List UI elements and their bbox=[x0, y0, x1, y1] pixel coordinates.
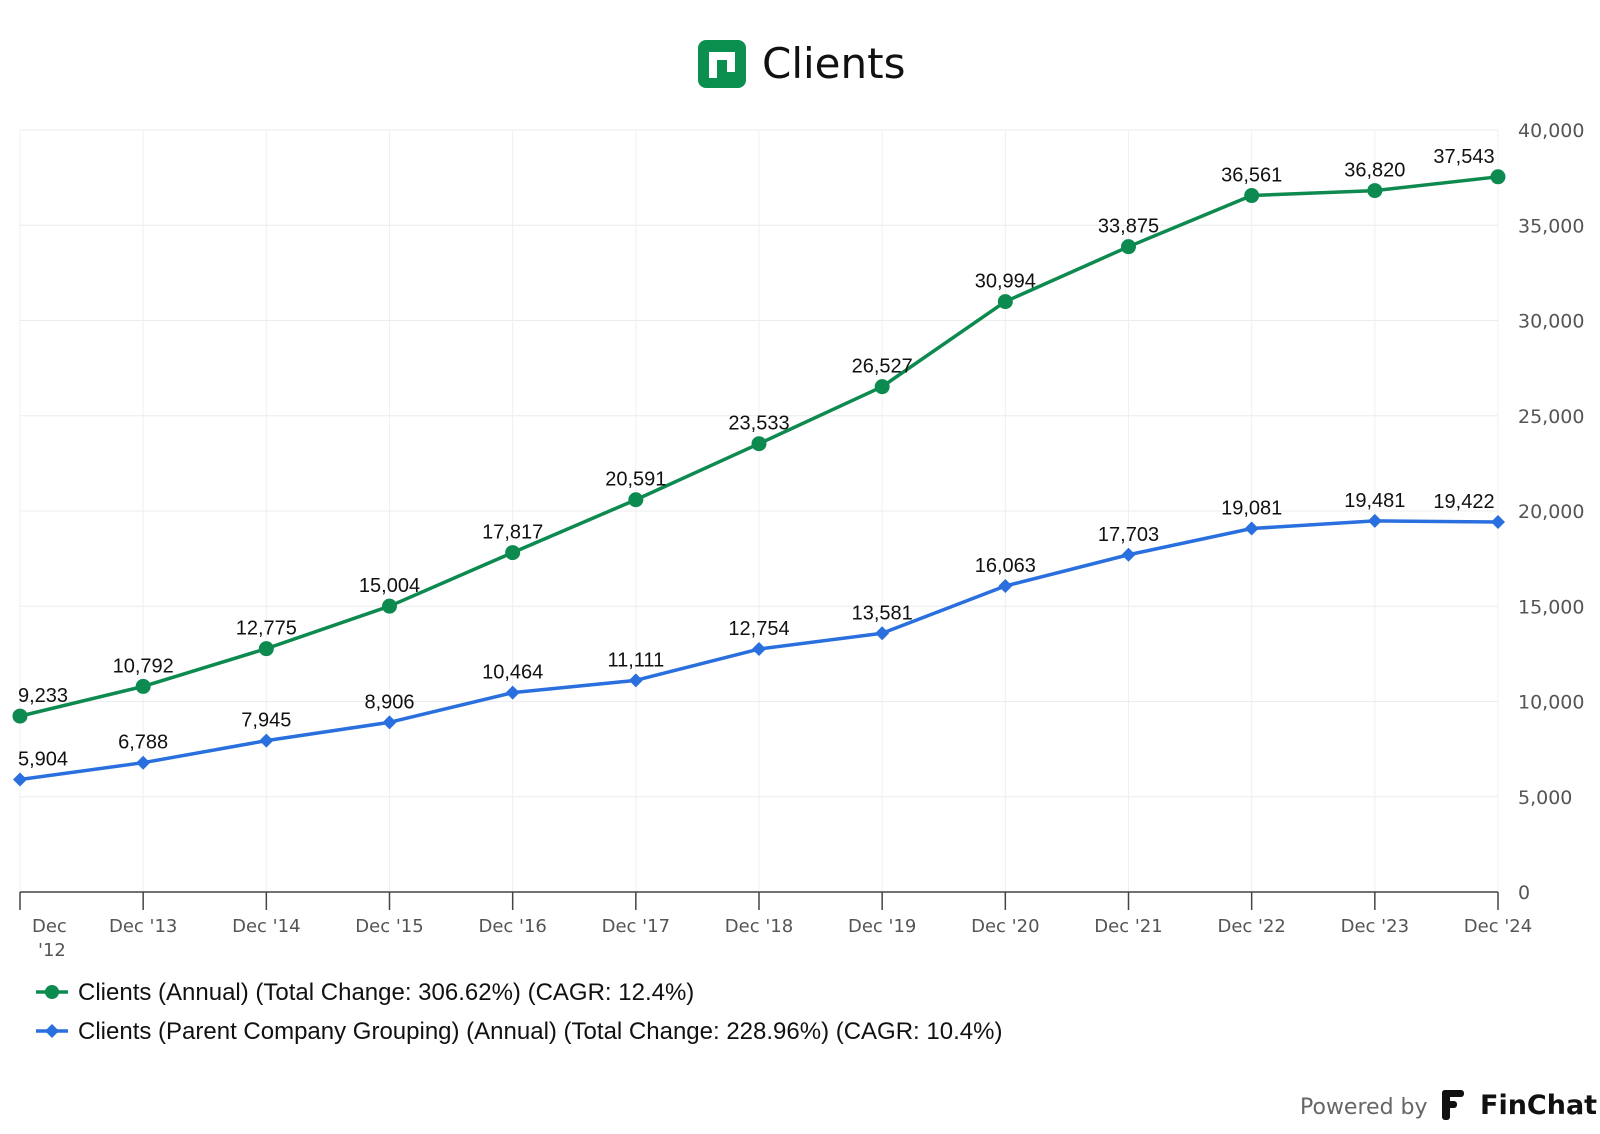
data-label: 12,754 bbox=[728, 618, 789, 640]
x-tick-label: Dec '13 bbox=[109, 916, 177, 937]
y-tick-label: 20,000 bbox=[1518, 501, 1584, 523]
data-point-diamond[interactable] bbox=[1491, 515, 1505, 530]
x-tick-label: Dec '20 bbox=[971, 916, 1039, 937]
powered-by-label: Powered by bbox=[1300, 1095, 1428, 1120]
data-point-diamond[interactable] bbox=[136, 755, 151, 770]
y-tick-label: 10,000 bbox=[1518, 692, 1584, 714]
data-point-circle[interactable] bbox=[997, 294, 1013, 310]
data-label: 8,906 bbox=[364, 691, 414, 713]
y-tick-label: 5,000 bbox=[1518, 787, 1572, 809]
x-tick-label: Dec '22 bbox=[1217, 916, 1285, 937]
chart-header: Clients bbox=[698, 39, 905, 88]
data-label: 10,792 bbox=[113, 655, 174, 677]
series-group bbox=[12, 169, 1506, 787]
data-label: 11,111 bbox=[607, 649, 664, 671]
data-point-diamond[interactable] bbox=[259, 733, 274, 748]
data-point-diamond[interactable] bbox=[1244, 521, 1259, 536]
data-label: 23,533 bbox=[728, 413, 789, 435]
data-point-diamond[interactable] bbox=[1367, 513, 1382, 528]
x-tick-label: Dec '18 bbox=[725, 916, 793, 937]
data-point-diamond[interactable] bbox=[505, 685, 520, 700]
data-point-diamond[interactable] bbox=[752, 642, 766, 657]
data-point-circle[interactable] bbox=[135, 678, 151, 694]
finchat-logo-icon bbox=[1442, 1090, 1464, 1120]
data-label: 6,788 bbox=[118, 732, 168, 754]
y-axis: 0 5,000 10,000 15,000 20,000 25,000 30,000 35,0… bbox=[1518, 120, 1584, 904]
data-point-diamond[interactable] bbox=[382, 715, 397, 730]
data-label: 19,481 bbox=[1344, 490, 1405, 512]
data-label: 10,464 bbox=[482, 662, 543, 684]
data-label: 19,081 bbox=[1221, 498, 1282, 520]
data-label: 30,994 bbox=[975, 271, 1036, 293]
legend-label-parent-grouping: Clients (Parent Company Grouping) (Annua… bbox=[78, 1018, 1002, 1045]
data-point-circle[interactable] bbox=[1244, 188, 1260, 204]
data-point-circle[interactable] bbox=[258, 641, 274, 657]
data-label: 17,703 bbox=[1098, 524, 1159, 546]
legend-item-parent-grouping[interactable]: Clients (Parent Company Grouping) (Annua… bbox=[36, 1018, 1002, 1045]
data-label: 12,775 bbox=[236, 618, 297, 640]
data-point-circle[interactable] bbox=[382, 598, 397, 614]
data-labels: 9,233 10,792 12,775 15,004 17,817 20,591 23,53… bbox=[18, 146, 1495, 771]
x-axis: Dec '12 Dec '13 Dec '14 Dec '15 Dec '16 Dec '1… bbox=[19, 891, 1532, 961]
company-logo-icon bbox=[698, 40, 746, 88]
data-label: 15,004 bbox=[359, 575, 420, 597]
data-label: 7,945 bbox=[241, 710, 291, 732]
data-label: 37,543 bbox=[1433, 146, 1494, 168]
data-point-circle[interactable] bbox=[874, 379, 890, 395]
y-tick-label: 40,000 bbox=[1518, 120, 1584, 142]
data-point-diamond[interactable] bbox=[875, 626, 890, 641]
x-tick-label: Dec '23 bbox=[1341, 916, 1409, 937]
data-label: 20,591 bbox=[605, 469, 666, 491]
data-label: 36,820 bbox=[1344, 160, 1405, 182]
legend-item-annual[interactable]: Clients (Annual) (Total Change: 306.62%)… bbox=[36, 979, 694, 1006]
chart-title: Clients bbox=[762, 39, 905, 88]
x-tick-label: Dec '19 bbox=[848, 916, 916, 937]
y-tick-label: 35,000 bbox=[1518, 215, 1584, 237]
x-tick-label: Dec '17 bbox=[602, 916, 670, 937]
finchat-brand-name: FinChat bbox=[1480, 1090, 1597, 1121]
x-tick-label: Dec '14 bbox=[232, 916, 300, 937]
data-label: 13,581 bbox=[852, 602, 913, 624]
data-label: 5,904 bbox=[18, 749, 68, 771]
y-tick-label: 15,000 bbox=[1518, 596, 1584, 618]
x-tick-label: Dec '15 bbox=[355, 916, 423, 937]
data-point-diamond[interactable] bbox=[628, 673, 643, 688]
data-point-circle[interactable] bbox=[1367, 183, 1383, 199]
data-point-circle[interactable] bbox=[505, 545, 521, 561]
data-label: 26,527 bbox=[852, 356, 913, 378]
data-point-diamond[interactable] bbox=[998, 578, 1013, 593]
legend-label-annual: Clients (Annual) (Total Change: 306.62%)… bbox=[78, 979, 694, 1006]
legend-swatch-diamond-icon bbox=[45, 1024, 59, 1038]
data-label: 36,561 bbox=[1221, 165, 1282, 187]
data-label: 17,817 bbox=[482, 522, 543, 544]
legend-swatch-circle-icon bbox=[45, 985, 59, 999]
data-point-circle[interactable] bbox=[1121, 239, 1136, 255]
y-tick-label: 0 bbox=[1518, 882, 1530, 904]
grid bbox=[19, 129, 1499, 892]
data-point-diamond[interactable] bbox=[1121, 547, 1136, 562]
data-label: 16,063 bbox=[975, 555, 1036, 577]
x-tick-label: Dec '12 bbox=[32, 916, 67, 961]
data-point-circle[interactable] bbox=[12, 708, 28, 724]
x-tick-label: Dec '24 bbox=[1464, 916, 1532, 937]
data-point-circle[interactable] bbox=[628, 492, 644, 508]
y-tick-label: 30,000 bbox=[1518, 311, 1584, 333]
data-label: 33,875 bbox=[1098, 216, 1159, 238]
data-label: 19,422 bbox=[1433, 491, 1494, 513]
legend: Clients (Annual) (Total Change: 306.62%)… bbox=[36, 979, 1002, 1045]
data-label: 9,233 bbox=[18, 685, 68, 707]
data-point-diamond[interactable] bbox=[13, 772, 27, 787]
x-tick-label: Dec '16 bbox=[478, 916, 546, 937]
x-tick-label: Dec '21 bbox=[1094, 916, 1162, 937]
footer-branding[interactable]: Powered by FinChat bbox=[1300, 1090, 1597, 1121]
y-tick-label: 25,000 bbox=[1518, 406, 1584, 428]
data-point-circle[interactable] bbox=[1490, 169, 1506, 185]
data-point-circle[interactable] bbox=[751, 436, 767, 452]
